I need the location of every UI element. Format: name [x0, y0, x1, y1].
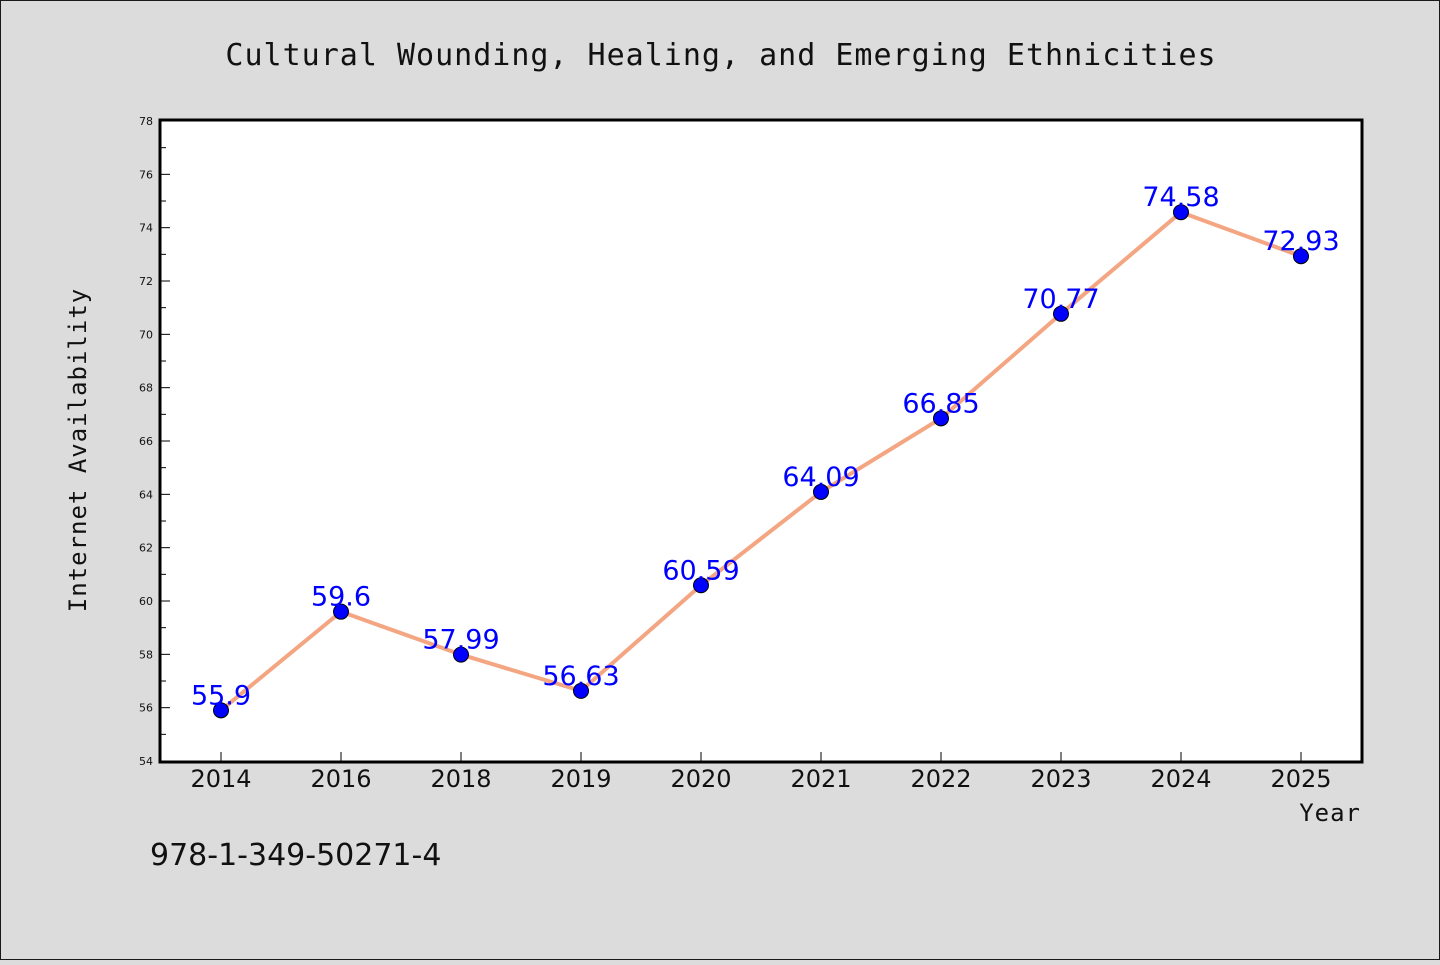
- x-tick-label: 2019: [550, 765, 611, 793]
- x-tick-label: 2020: [670, 765, 731, 793]
- data-point: [933, 410, 949, 427]
- data-label: 57.99: [422, 625, 499, 656]
- chart-title: Cultural Wounding, Healing, and Emerging…: [225, 38, 1216, 73]
- y-tick-label: 74: [139, 222, 153, 235]
- x-axis-label: Year: [1299, 799, 1361, 827]
- series-layer: 55.9 59.6 57.99 56.63 60.59 64.09 66.85 70.77 74…: [191, 182, 1340, 719]
- data-point: [1173, 204, 1189, 221]
- x-tick-label: 2024: [1150, 765, 1211, 793]
- x-tick-label: 2014: [190, 765, 251, 793]
- data-point: [693, 577, 709, 594]
- y-tick-label: 76: [139, 168, 153, 181]
- x-tick-label: 2025: [1270, 765, 1331, 793]
- data-label: 56.63: [542, 661, 619, 692]
- x-axis: 2014 2016 2018 2019 2020 2021 2022 2023 2024 2025: [190, 752, 1332, 793]
- data-point: [573, 682, 589, 699]
- y-tick-label: 66: [139, 435, 153, 448]
- y-tick-label: 58: [139, 648, 153, 661]
- x-tick-label: 2016: [310, 765, 371, 793]
- y-tick-label: 64: [139, 488, 153, 501]
- data-point: [1053, 305, 1069, 322]
- series-line: [219, 210, 1303, 713]
- data-label: 70.77: [1022, 284, 1099, 315]
- data-label: 66.85: [902, 388, 979, 419]
- y-tick-label: 60: [139, 595, 153, 608]
- data-label: 55.9: [191, 680, 251, 711]
- data-label: 74.58: [1142, 182, 1219, 213]
- isbn-label: 978-1-349-50271-4: [150, 838, 441, 873]
- y-tick-label: 54: [139, 755, 153, 768]
- data-label: 72.93: [1262, 226, 1339, 257]
- x-tick-label: 2023: [1030, 765, 1091, 793]
- data-point: [333, 603, 349, 620]
- data-point: [1293, 248, 1309, 265]
- y-axis: 54 56 58 60 62 64 66 68 70 72 74 76 78: [139, 115, 170, 768]
- y-tick-label: 72: [139, 275, 153, 288]
- data-point: [813, 483, 829, 500]
- x-tick-label: 2021: [790, 765, 851, 793]
- data-label: 64.09: [782, 462, 859, 493]
- data-label: 60.59: [662, 555, 739, 586]
- data-point: [213, 702, 229, 719]
- x-tick-label: 2022: [910, 765, 971, 793]
- x-tick-label: 2018: [430, 765, 491, 793]
- y-tick-label: 68: [139, 382, 153, 395]
- y-axis-label: Internet Availability: [64, 288, 92, 612]
- y-tick-label: 62: [139, 542, 153, 555]
- data-point: [453, 646, 469, 663]
- y-tick-label: 70: [139, 328, 153, 341]
- y-tick-label: 78: [139, 115, 153, 128]
- y-tick-label: 56: [139, 702, 153, 715]
- data-label: 59.6: [311, 582, 371, 613]
